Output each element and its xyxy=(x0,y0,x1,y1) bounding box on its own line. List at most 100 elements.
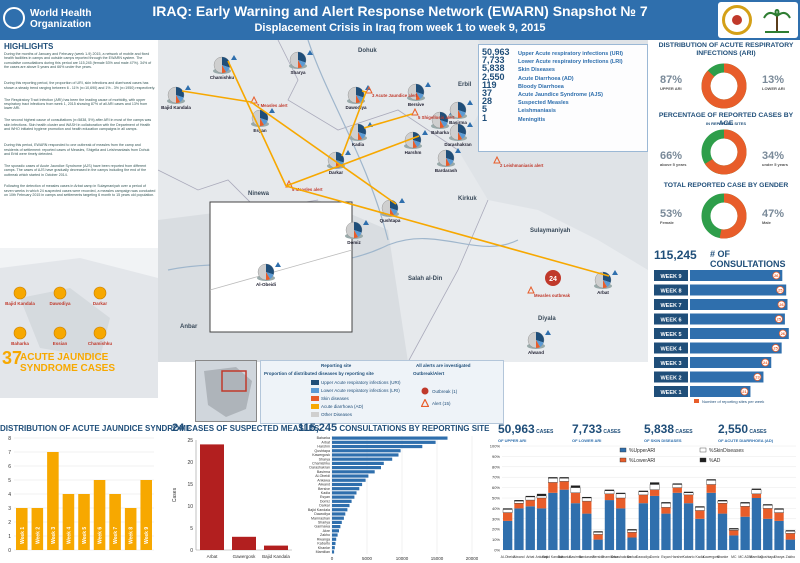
ewarn-list-row: 119 Bloody Diarrhoea xyxy=(482,80,644,90)
site-pie-skin xyxy=(458,132,462,141)
site-pie-skin xyxy=(446,158,450,167)
week-label: WEEK 7 xyxy=(660,303,681,309)
week-site-marker xyxy=(775,315,783,323)
stacked-bar-segment xyxy=(729,528,739,530)
stacked-bar-segment xyxy=(785,539,795,550)
stacked-bar-segment xyxy=(729,535,739,550)
site-bar xyxy=(332,520,342,524)
site-pie-lri xyxy=(356,95,364,102)
stacked-bar-segment xyxy=(683,491,694,493)
region-label: Dohuk xyxy=(358,48,377,54)
alert-icon xyxy=(527,285,535,294)
ewarn-disease: Acute Diarrhoea (AD) xyxy=(518,75,574,82)
highlight-paragraph: During this reporting period, the propor… xyxy=(4,81,156,90)
measles-chart: 0 5 10 15 20 25 Cases Arbat Gawergosk Bajid Kanda… xyxy=(172,438,292,559)
week-site-marker xyxy=(761,358,770,367)
stacked-bar-segment xyxy=(672,487,682,493)
region-label: Salah al-Din xyxy=(408,276,443,282)
y-tick-label: 0 xyxy=(190,548,193,554)
ewarn-list-row: 7,733 Lower Acute respiratory infections … xyxy=(482,55,644,65)
iraq-inset-map xyxy=(195,360,257,422)
y-tick-label: Kabarto xyxy=(317,542,330,546)
week-site-count: 23 xyxy=(755,375,760,380)
site-bar xyxy=(332,537,337,541)
site-pie-lri xyxy=(603,280,611,287)
site-pie-uri xyxy=(458,102,466,113)
measles-chart-label: CASES OF SUSPECTED MEASLES xyxy=(186,424,320,433)
week-bar xyxy=(690,357,772,368)
x-tick-label: Bersive xyxy=(592,555,603,559)
measles-chart-num: 24 xyxy=(172,422,185,434)
y-tick-label: Arbat xyxy=(321,440,330,444)
stacked-bar-segment xyxy=(740,502,750,504)
week-site-marker xyxy=(776,286,785,294)
week-site-count: 26 xyxy=(781,331,786,336)
site-pie-uri xyxy=(356,87,364,98)
y-tick-label: 4 xyxy=(8,492,11,498)
site-label: Bersive xyxy=(408,102,425,107)
site-bar xyxy=(332,525,341,529)
y-tick-label: Garmawa xyxy=(314,525,330,529)
stacked-bar-segment xyxy=(616,498,626,509)
legend-swatch xyxy=(311,395,319,401)
stacked-bar-segment xyxy=(661,503,671,508)
y-tick-label: Al-Obeidi xyxy=(315,474,330,478)
site-consult-chart: 0 5000 10000 15000 20000 BaharkaArbatHarshmQu… xyxy=(308,436,478,561)
stacked-bar-segment xyxy=(525,495,535,497)
x-tick-label: Arbat xyxy=(526,555,534,559)
y-tick-label: 20% xyxy=(492,527,500,532)
stacked-bar-segment xyxy=(581,497,592,502)
donut-segment-a xyxy=(701,193,747,239)
jaundice-bar xyxy=(16,508,28,550)
stacked-bar-segment xyxy=(582,513,592,550)
stacked-bar-segment xyxy=(774,508,784,510)
x-tick-label: Week 2 xyxy=(35,527,41,544)
legend-item: Upper Acute respiratory infections (URI) xyxy=(311,379,401,385)
legend-reporting-site: Reporting site xyxy=(321,363,352,368)
stacked-bar-segment xyxy=(503,508,513,510)
y-tick-label: Rwanga xyxy=(317,537,330,541)
reporting-site-icon xyxy=(425,82,431,87)
alert-icon xyxy=(411,107,419,116)
stacked-bar-segment xyxy=(661,502,671,504)
site-pie-uri xyxy=(416,84,424,95)
jaundice-site-label: Baharka xyxy=(11,341,29,346)
week-site-count: 21 xyxy=(742,389,747,394)
stacked-bar-segment xyxy=(729,530,739,536)
site-label: Bardarash xyxy=(435,168,458,173)
site-label: Harshm xyxy=(405,150,422,155)
y-tick-label: 8 xyxy=(8,436,11,442)
stacked-bar-segment xyxy=(774,520,784,550)
measles-bar xyxy=(232,536,256,550)
region-label: Ninewa xyxy=(248,191,270,197)
stacked-bar-segment xyxy=(536,508,547,550)
week-bar xyxy=(690,284,787,296)
stacked-bar-segment xyxy=(627,529,637,531)
ewarn-list-row: 2,550 Acute Diarrhoea (AD) xyxy=(482,72,644,82)
disease-header-cases: CASES xyxy=(748,429,767,435)
alert-arrow xyxy=(363,113,413,129)
legend-outbreak-title: Outbreak/Alert xyxy=(413,371,445,376)
stacked-bar-segment xyxy=(638,491,649,496)
x-tick-label: Mamilian xyxy=(750,555,764,559)
ewarn-count: 28 xyxy=(482,96,493,107)
site-pie-uri xyxy=(260,110,268,121)
week-label-bg xyxy=(654,328,688,339)
site-pie-uri xyxy=(358,124,366,135)
y-tick-label: 50% xyxy=(492,496,500,501)
site-consult-chart-num: 115,245 xyxy=(298,422,338,434)
kurdistan-emblem-icon xyxy=(722,5,752,35)
stacked-legend-label: %AD xyxy=(709,458,721,464)
stacked-bar-segment xyxy=(615,493,626,499)
ewarn-disease: Suspected Measles xyxy=(518,100,569,107)
site-pie-skin xyxy=(354,230,358,239)
week-label: WEEK 3 xyxy=(660,361,681,367)
site-label: Baharka xyxy=(431,130,449,135)
donut-segment-a xyxy=(701,129,747,175)
alert-arrow xyxy=(181,90,252,103)
stacked-bar-segment xyxy=(774,509,784,513)
reporting-site: Bardarash xyxy=(435,148,461,173)
site-pie-skin xyxy=(536,340,540,349)
stacked-bar-segment xyxy=(525,506,535,550)
week-label-bg xyxy=(654,342,688,354)
